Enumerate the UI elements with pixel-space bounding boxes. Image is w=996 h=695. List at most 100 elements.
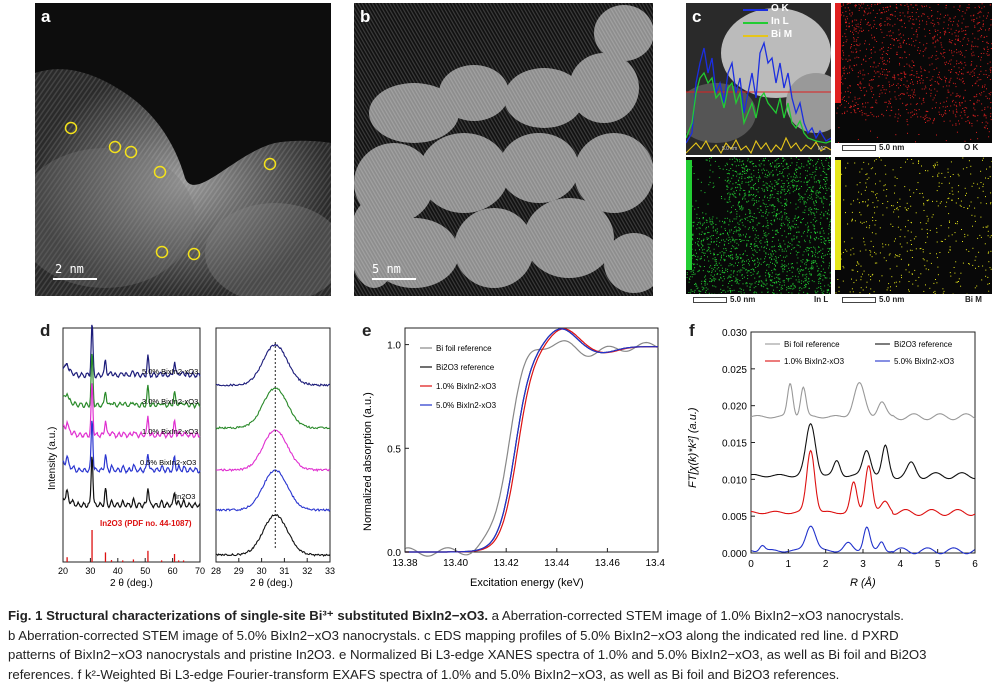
eds-dot [732, 232, 734, 234]
eds-dot [936, 90, 938, 92]
eds-dot [859, 5, 861, 7]
eds-dot [925, 170, 926, 172]
caption-line-3: patterns of BixIn2−xO3 nanocrystals and … [8, 647, 927, 662]
eds-dot [753, 255, 755, 257]
eds-dot [895, 254, 896, 256]
eds-dot [856, 50, 858, 52]
eds-dot [979, 10, 981, 12]
eds-dot [697, 222, 699, 224]
eds-dot [826, 189, 828, 191]
eds-dot [778, 239, 779, 241]
xanes-frame [404, 327, 659, 553]
eds-dot [860, 279, 862, 281]
eds-dot [788, 217, 790, 219]
eds-dot [904, 5, 906, 6]
eds-dot [747, 169, 749, 171]
eds-dot [768, 200, 770, 201]
eds-dot [920, 78, 922, 80]
x-tick-label: 60 [168, 566, 178, 576]
exafs-series-line [750, 449, 976, 516]
eds-dot [816, 181, 817, 183]
eds-dot [840, 103, 842, 105]
eds-dot [904, 186, 906, 188]
eds-dot [905, 104, 907, 106]
eds-dot [931, 16, 933, 18]
eds-dot [889, 61, 890, 63]
eds-dot [807, 196, 809, 198]
eds-dot [822, 268, 824, 270]
eds-dot [736, 216, 738, 218]
eds-dot [780, 186, 782, 188]
eds-dot [890, 35, 892, 37]
eds-dot [977, 76, 979, 78]
eds-dot [772, 187, 774, 189]
eds-dot [780, 227, 781, 229]
eds-dot [714, 257, 716, 259]
eds-dot [746, 217, 748, 219]
eds-dot [873, 62, 875, 64]
eds-dot [985, 117, 987, 119]
eds-dot [798, 287, 800, 289]
eds-dot [981, 279, 983, 281]
eds-dot [796, 185, 798, 187]
eds-dot [976, 95, 978, 97]
eds-dot [973, 19, 975, 21]
eds-dot [977, 197, 979, 199]
eds-dot [765, 226, 767, 228]
eds-dot [861, 3, 863, 5]
exafs-series-line [750, 382, 976, 421]
eds-dot [816, 292, 818, 294]
eds-dot [929, 252, 931, 254]
eds-dot [961, 52, 963, 54]
eds-dot [953, 66, 955, 68]
eds-dot [870, 288, 872, 290]
eds-dot [696, 252, 697, 254]
eds-dot [982, 159, 983, 161]
caption-line-4: references. f k²-Weighted Bi L3-edge Fou… [8, 666, 840, 682]
eds-dot [963, 83, 965, 85]
eds-dot [849, 85, 851, 87]
eds-dot [942, 27, 944, 29]
eds-dot [868, 58, 870, 60]
eds-dot [922, 258, 924, 260]
eds-dot [766, 188, 768, 190]
eds-dot [783, 183, 785, 185]
eds-dot [965, 194, 966, 196]
eds-dot [728, 192, 730, 194]
eds-dot [788, 190, 790, 192]
eds-dot [759, 197, 760, 198]
eds-dot [715, 229, 717, 231]
eds-dot [957, 191, 959, 193]
eds-dot [737, 222, 739, 224]
eds-dot [850, 92, 851, 94]
eds-dot [809, 242, 811, 244]
eds-dot [723, 248, 725, 250]
eds-dot [758, 280, 760, 282]
eds-dot [790, 277, 792, 279]
eds-dot [984, 243, 986, 245]
eds-dot [926, 23, 928, 25]
eds-dot [776, 198, 778, 200]
eds-dot [808, 157, 810, 159]
eds-dot [882, 203, 884, 204]
eds-dot [929, 229, 931, 231]
eds-dot [733, 246, 735, 248]
eds-dot [809, 240, 811, 242]
eds-dot [721, 197, 723, 199]
x-tick-label: 13.40 [443, 558, 468, 569]
eds-dot [726, 169, 728, 170]
eds-dot [872, 202, 874, 204]
eds-dot [958, 175, 960, 177]
eds-dot [938, 71, 940, 73]
eds-dot [973, 46, 975, 48]
eds-dot [910, 4, 912, 6]
eds-dot [818, 191, 820, 193]
eds-dot [736, 210, 738, 212]
eds-dot [907, 230, 909, 232]
eds-dot [724, 221, 726, 223]
eds-dot [851, 219, 853, 221]
eds-dot [814, 239, 816, 241]
eds-dot [718, 267, 720, 269]
eds-dot [728, 255, 730, 257]
eds-dot [813, 212, 815, 214]
